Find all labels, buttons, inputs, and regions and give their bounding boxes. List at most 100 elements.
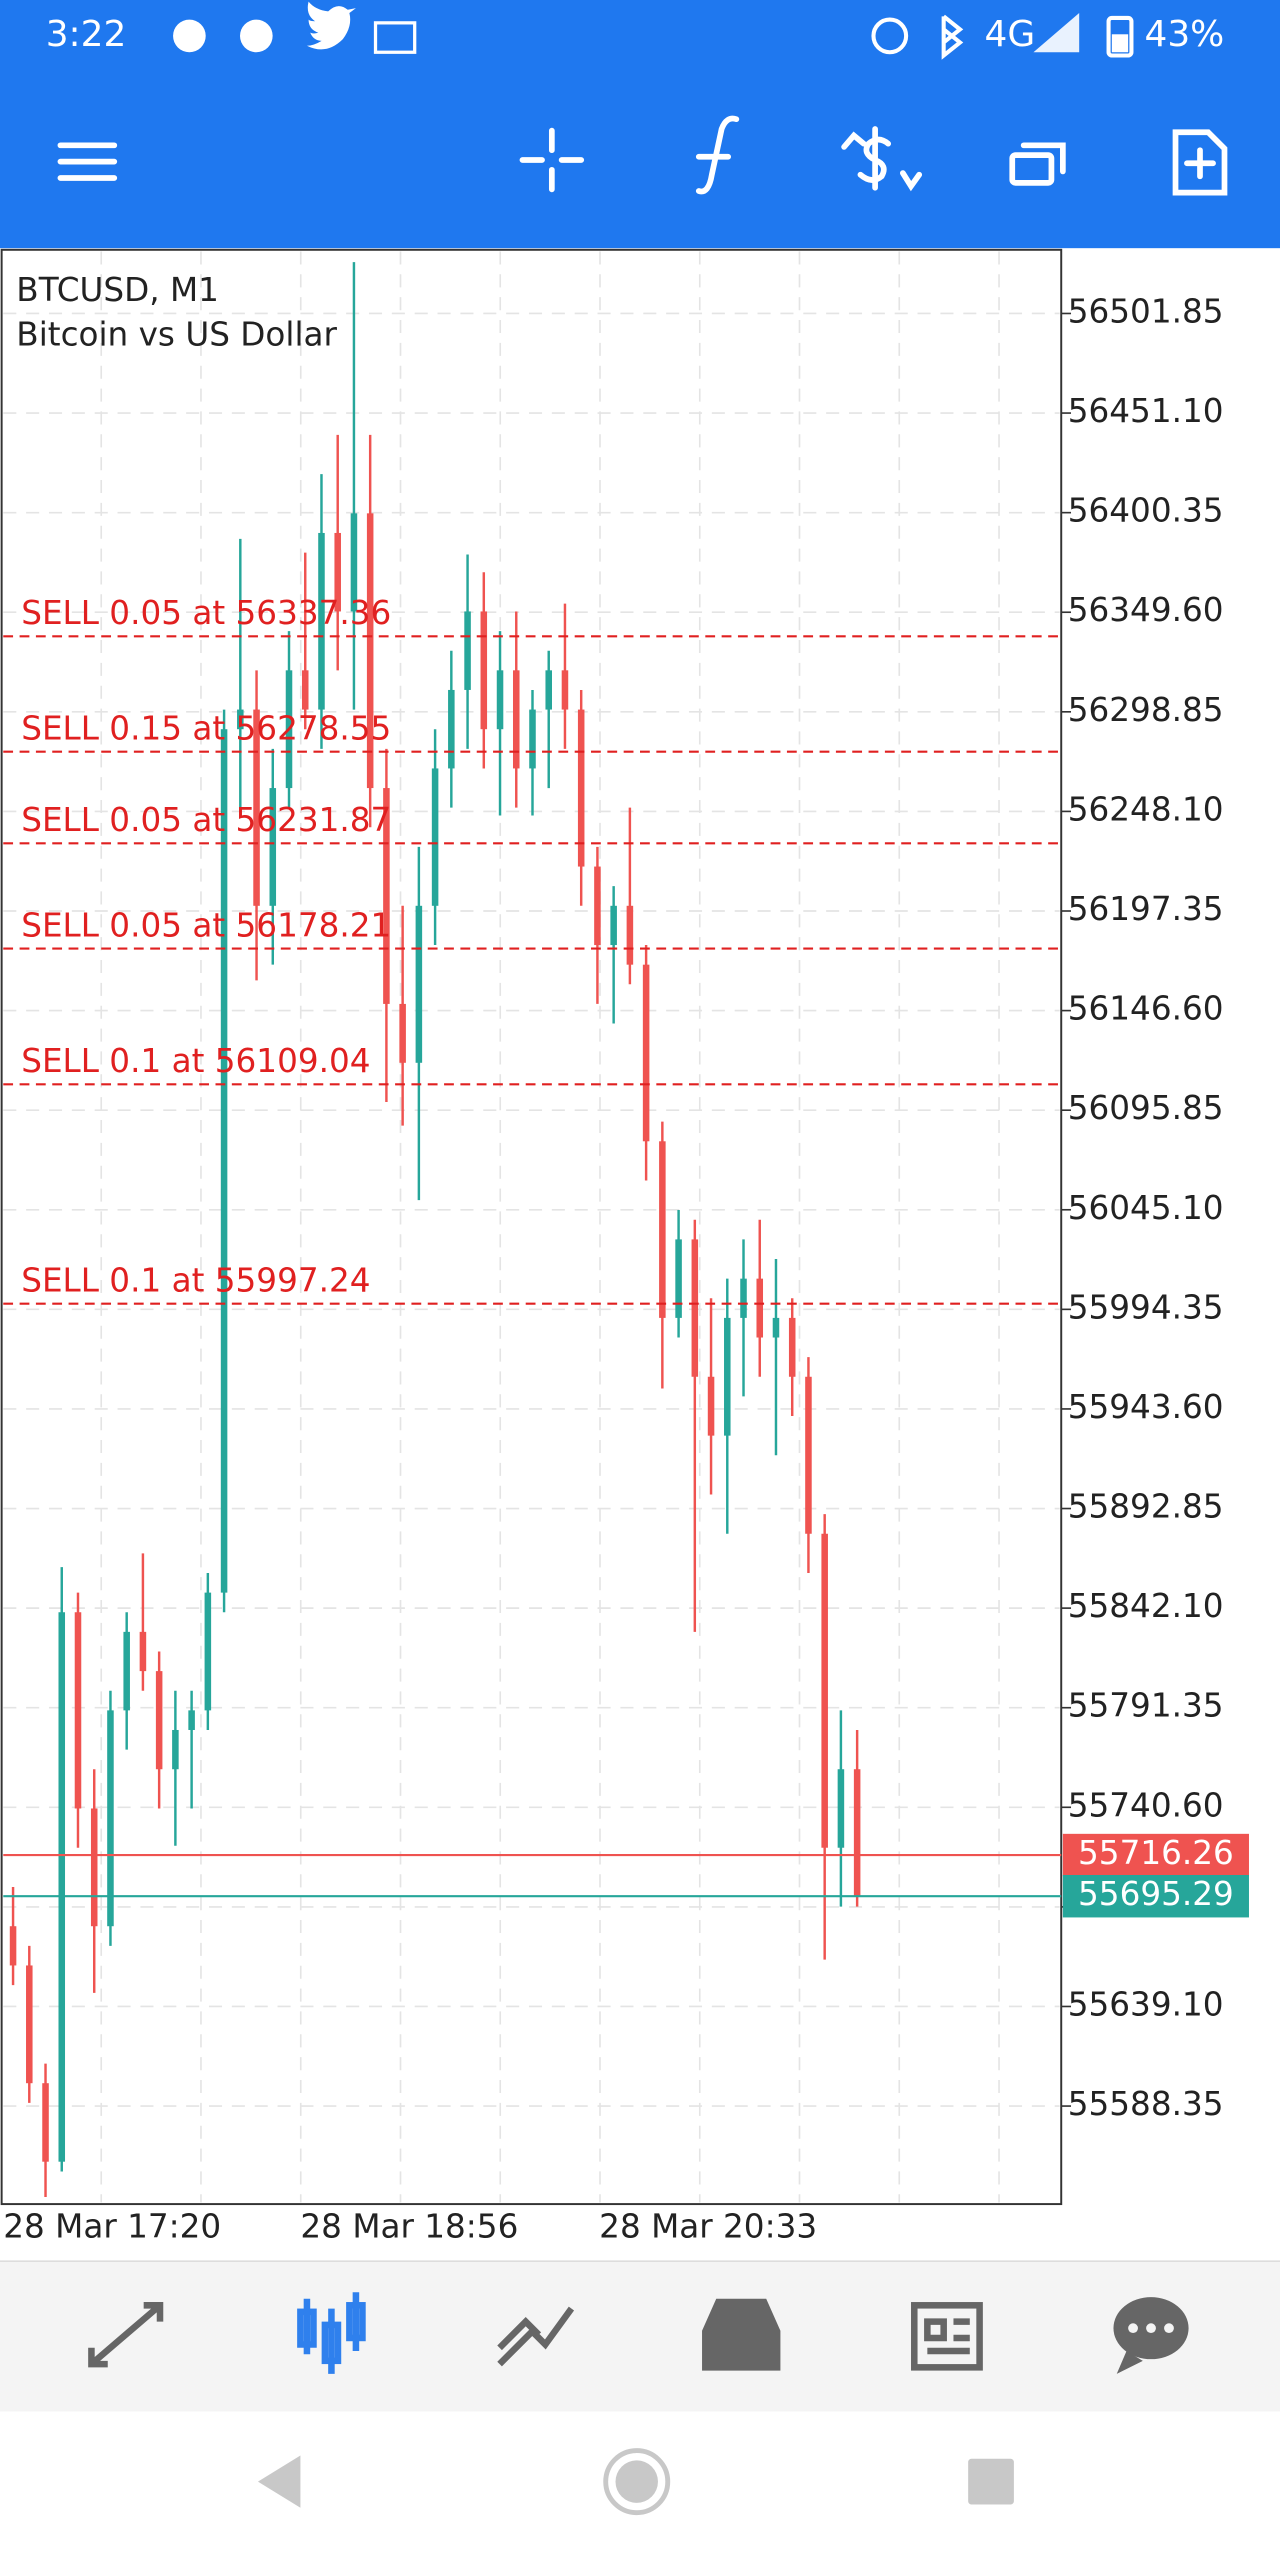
ask-label-box [1062, 1833, 1249, 1877]
y-tick-label: 56248.10 [1068, 790, 1224, 828]
candle-body [415, 905, 423, 1063]
order-label: SELL 0.1 at 55997.24 [21, 1261, 370, 1299]
chart-frame [0, 248, 1063, 2206]
order-label: SELL 0.1 at 56109.04 [21, 1042, 370, 1080]
candle-body [626, 905, 634, 965]
y-tick-label: 55892.85 [1068, 1488, 1224, 1526]
candle-body [529, 709, 536, 769]
candle-body [788, 1317, 796, 1377]
candle-body [285, 670, 293, 789]
candle-body [399, 1003, 406, 1063]
y-tick-label: 55588.35 [1068, 2085, 1224, 2123]
candle-body [805, 1376, 812, 1534]
candle-body [26, 1965, 33, 2084]
candle-body [610, 905, 617, 946]
candle-body [318, 532, 325, 710]
candle-body [464, 611, 471, 690]
candle-body [853, 1769, 861, 1897]
candle-body [837, 1769, 845, 1848]
vertical-grid [100, 251, 1000, 2203]
recents-button[interactable] [968, 2458, 1014, 2505]
x-tick-label: 28 Mar 20:33 [599, 2208, 817, 2246]
candle-body [659, 1141, 666, 1318]
trade-button[interactable] [841, 126, 923, 192]
y-tick-label: 56451.10 [1068, 392, 1224, 430]
indicators-button[interactable] [695, 115, 740, 195]
candle-body [724, 1317, 731, 1436]
chart-tab[interactable] [297, 2292, 366, 2374]
candle-body [642, 964, 650, 1142]
candle-body [383, 788, 390, 1004]
candle-body [545, 670, 552, 710]
candle-body [188, 1710, 195, 1730]
candle-body [74, 1612, 82, 1809]
candle-body [123, 1631, 130, 1711]
candle-body [172, 1729, 179, 1770]
order-label: SELL 0.15 at 56278.55 [21, 709, 391, 747]
candle-body [9, 1926, 17, 1966]
history-tab[interactable] [702, 2298, 781, 2371]
candle-body [821, 1533, 828, 1848]
menu-button[interactable] [57, 142, 118, 181]
y-tick-label: 56501.85 [1068, 292, 1224, 330]
y-tick-label: 56095.85 [1068, 1089, 1224, 1127]
candle-body [512, 670, 520, 769]
y-tick-label: 55842.10 [1068, 1587, 1224, 1625]
y-tick-label: 55943.60 [1068, 1388, 1224, 1426]
order-label: SELL 0.05 at 56337.36 [21, 594, 391, 632]
bid-label: 55695.29 [1078, 1875, 1234, 1913]
chart-symbol: BTCUSD, M1 [16, 271, 219, 309]
candle-body [139, 1631, 147, 1672]
trade-tab[interactable] [497, 2306, 575, 2367]
y-tick-label: 55639.10 [1068, 1985, 1224, 2023]
crosshair-button[interactable] [519, 127, 585, 193]
bid-label-box [1062, 1874, 1249, 1918]
quotes-tab[interactable] [88, 2302, 164, 2368]
candle-body [431, 768, 439, 906]
candle-body [772, 1317, 780, 1338]
candle-body [237, 709, 244, 730]
candle-body [220, 729, 228, 1593]
y-tick-label: 56197.35 [1068, 890, 1224, 928]
x-tick-label: 28 Mar 18:56 [300, 2208, 518, 2246]
candle-body [577, 709, 585, 867]
candle-body [594, 866, 601, 946]
candle-body [204, 1592, 212, 1711]
candle-body [756, 1278, 764, 1338]
windows-button[interactable] [1009, 142, 1066, 186]
candle-body [155, 1671, 163, 1770]
status-battery: 43% [1144, 14, 1224, 55]
candle-body [334, 532, 341, 612]
y-tick-label: 56045.10 [1068, 1189, 1224, 1227]
candle-body [366, 513, 374, 789]
candle-body [740, 1278, 747, 1318]
candle-body [480, 611, 488, 730]
status-icons [173, 1, 1134, 60]
chat-tab[interactable] [1113, 2297, 1189, 2374]
candle-body [691, 1239, 699, 1377]
y-tick-label: 56298.85 [1068, 691, 1224, 729]
candle-body [58, 1612, 66, 2162]
status-time: 3:22 [46, 14, 127, 55]
y-tick-label: 56349.60 [1068, 591, 1224, 629]
x-tick-label: 28 Mar 17:20 [3, 2208, 221, 2246]
home-button[interactable] [603, 2448, 671, 2516]
candle-body [561, 670, 569, 710]
candle-body [496, 670, 504, 730]
candle-body [107, 1710, 114, 1927]
news-tab[interactable] [911, 2302, 983, 2371]
candle-body [269, 788, 277, 906]
candle-body [253, 709, 260, 906]
candle-body [90, 1808, 98, 1927]
order-label: SELL 0.05 at 56178.21 [21, 906, 391, 944]
new-order-button[interactable] [1172, 129, 1228, 196]
back-button[interactable] [257, 2455, 301, 2508]
bottom-nav [0, 2261, 1280, 2412]
y-tick-label: 55791.35 [1068, 1687, 1224, 1725]
candle-body [301, 670, 309, 710]
y-tick-label: 55740.60 [1068, 1786, 1224, 1824]
chart-description: Bitcoin vs US Dollar [16, 315, 337, 353]
ask-label: 55716.26 [1078, 1834, 1234, 1872]
